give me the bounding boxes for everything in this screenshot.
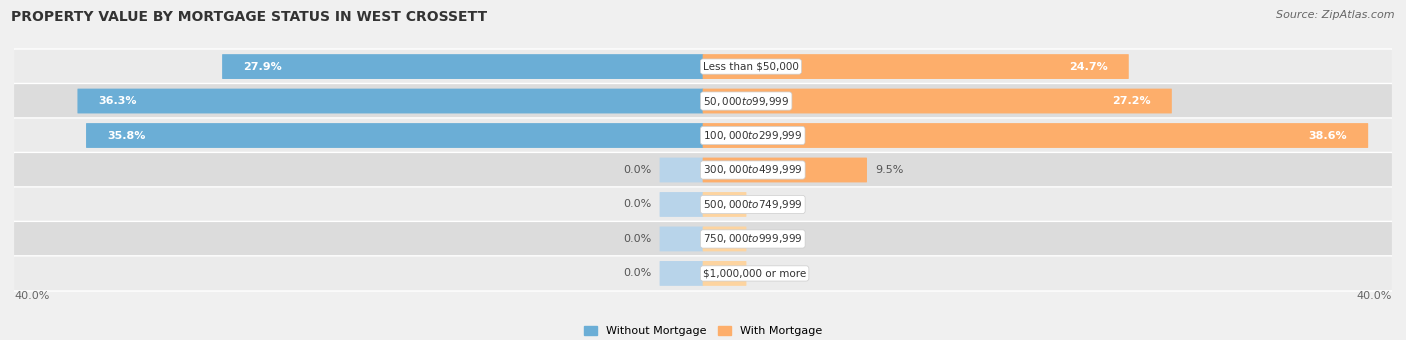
- Text: PROPERTY VALUE BY MORTGAGE STATUS IN WEST CROSSETT: PROPERTY VALUE BY MORTGAGE STATUS IN WES…: [11, 10, 488, 24]
- Text: 0.0%: 0.0%: [755, 269, 783, 278]
- FancyBboxPatch shape: [14, 187, 1392, 222]
- FancyBboxPatch shape: [86, 123, 703, 148]
- Text: Less than $50,000: Less than $50,000: [703, 62, 799, 71]
- FancyBboxPatch shape: [703, 89, 1171, 114]
- Text: $100,000 to $299,999: $100,000 to $299,999: [703, 129, 803, 142]
- FancyBboxPatch shape: [659, 226, 703, 251]
- Text: $50,000 to $99,999: $50,000 to $99,999: [703, 95, 789, 107]
- Text: 40.0%: 40.0%: [1357, 291, 1392, 301]
- FancyBboxPatch shape: [659, 261, 703, 286]
- Text: 38.6%: 38.6%: [1309, 131, 1347, 140]
- Text: 27.2%: 27.2%: [1112, 96, 1152, 106]
- Text: Source: ZipAtlas.com: Source: ZipAtlas.com: [1277, 10, 1395, 20]
- FancyBboxPatch shape: [14, 152, 1392, 188]
- FancyBboxPatch shape: [14, 256, 1392, 291]
- FancyBboxPatch shape: [703, 226, 747, 251]
- FancyBboxPatch shape: [703, 123, 1368, 148]
- FancyBboxPatch shape: [77, 89, 703, 114]
- Text: $1,000,000 or more: $1,000,000 or more: [703, 269, 806, 278]
- Text: $750,000 to $999,999: $750,000 to $999,999: [703, 233, 803, 245]
- Text: 0.0%: 0.0%: [623, 269, 651, 278]
- Text: 36.3%: 36.3%: [98, 96, 136, 106]
- FancyBboxPatch shape: [703, 261, 747, 286]
- Text: 40.0%: 40.0%: [14, 291, 49, 301]
- Text: 35.8%: 35.8%: [107, 131, 145, 140]
- FancyBboxPatch shape: [14, 221, 1392, 257]
- Text: 0.0%: 0.0%: [623, 200, 651, 209]
- FancyBboxPatch shape: [659, 157, 703, 183]
- Text: 27.9%: 27.9%: [243, 62, 281, 71]
- Text: $500,000 to $749,999: $500,000 to $749,999: [703, 198, 803, 211]
- Text: 0.0%: 0.0%: [623, 165, 651, 175]
- FancyBboxPatch shape: [14, 49, 1392, 84]
- FancyBboxPatch shape: [659, 192, 703, 217]
- Text: 9.5%: 9.5%: [875, 165, 904, 175]
- Text: 0.0%: 0.0%: [623, 234, 651, 244]
- Text: 0.0%: 0.0%: [755, 234, 783, 244]
- Legend: Without Mortgage, With Mortgage: Without Mortgage, With Mortgage: [579, 321, 827, 340]
- FancyBboxPatch shape: [703, 192, 747, 217]
- FancyBboxPatch shape: [222, 54, 703, 79]
- Text: $300,000 to $499,999: $300,000 to $499,999: [703, 164, 803, 176]
- FancyBboxPatch shape: [703, 54, 1129, 79]
- FancyBboxPatch shape: [14, 118, 1392, 153]
- Text: 24.7%: 24.7%: [1069, 62, 1108, 71]
- FancyBboxPatch shape: [703, 157, 868, 183]
- Text: 0.0%: 0.0%: [755, 200, 783, 209]
- FancyBboxPatch shape: [14, 83, 1392, 119]
